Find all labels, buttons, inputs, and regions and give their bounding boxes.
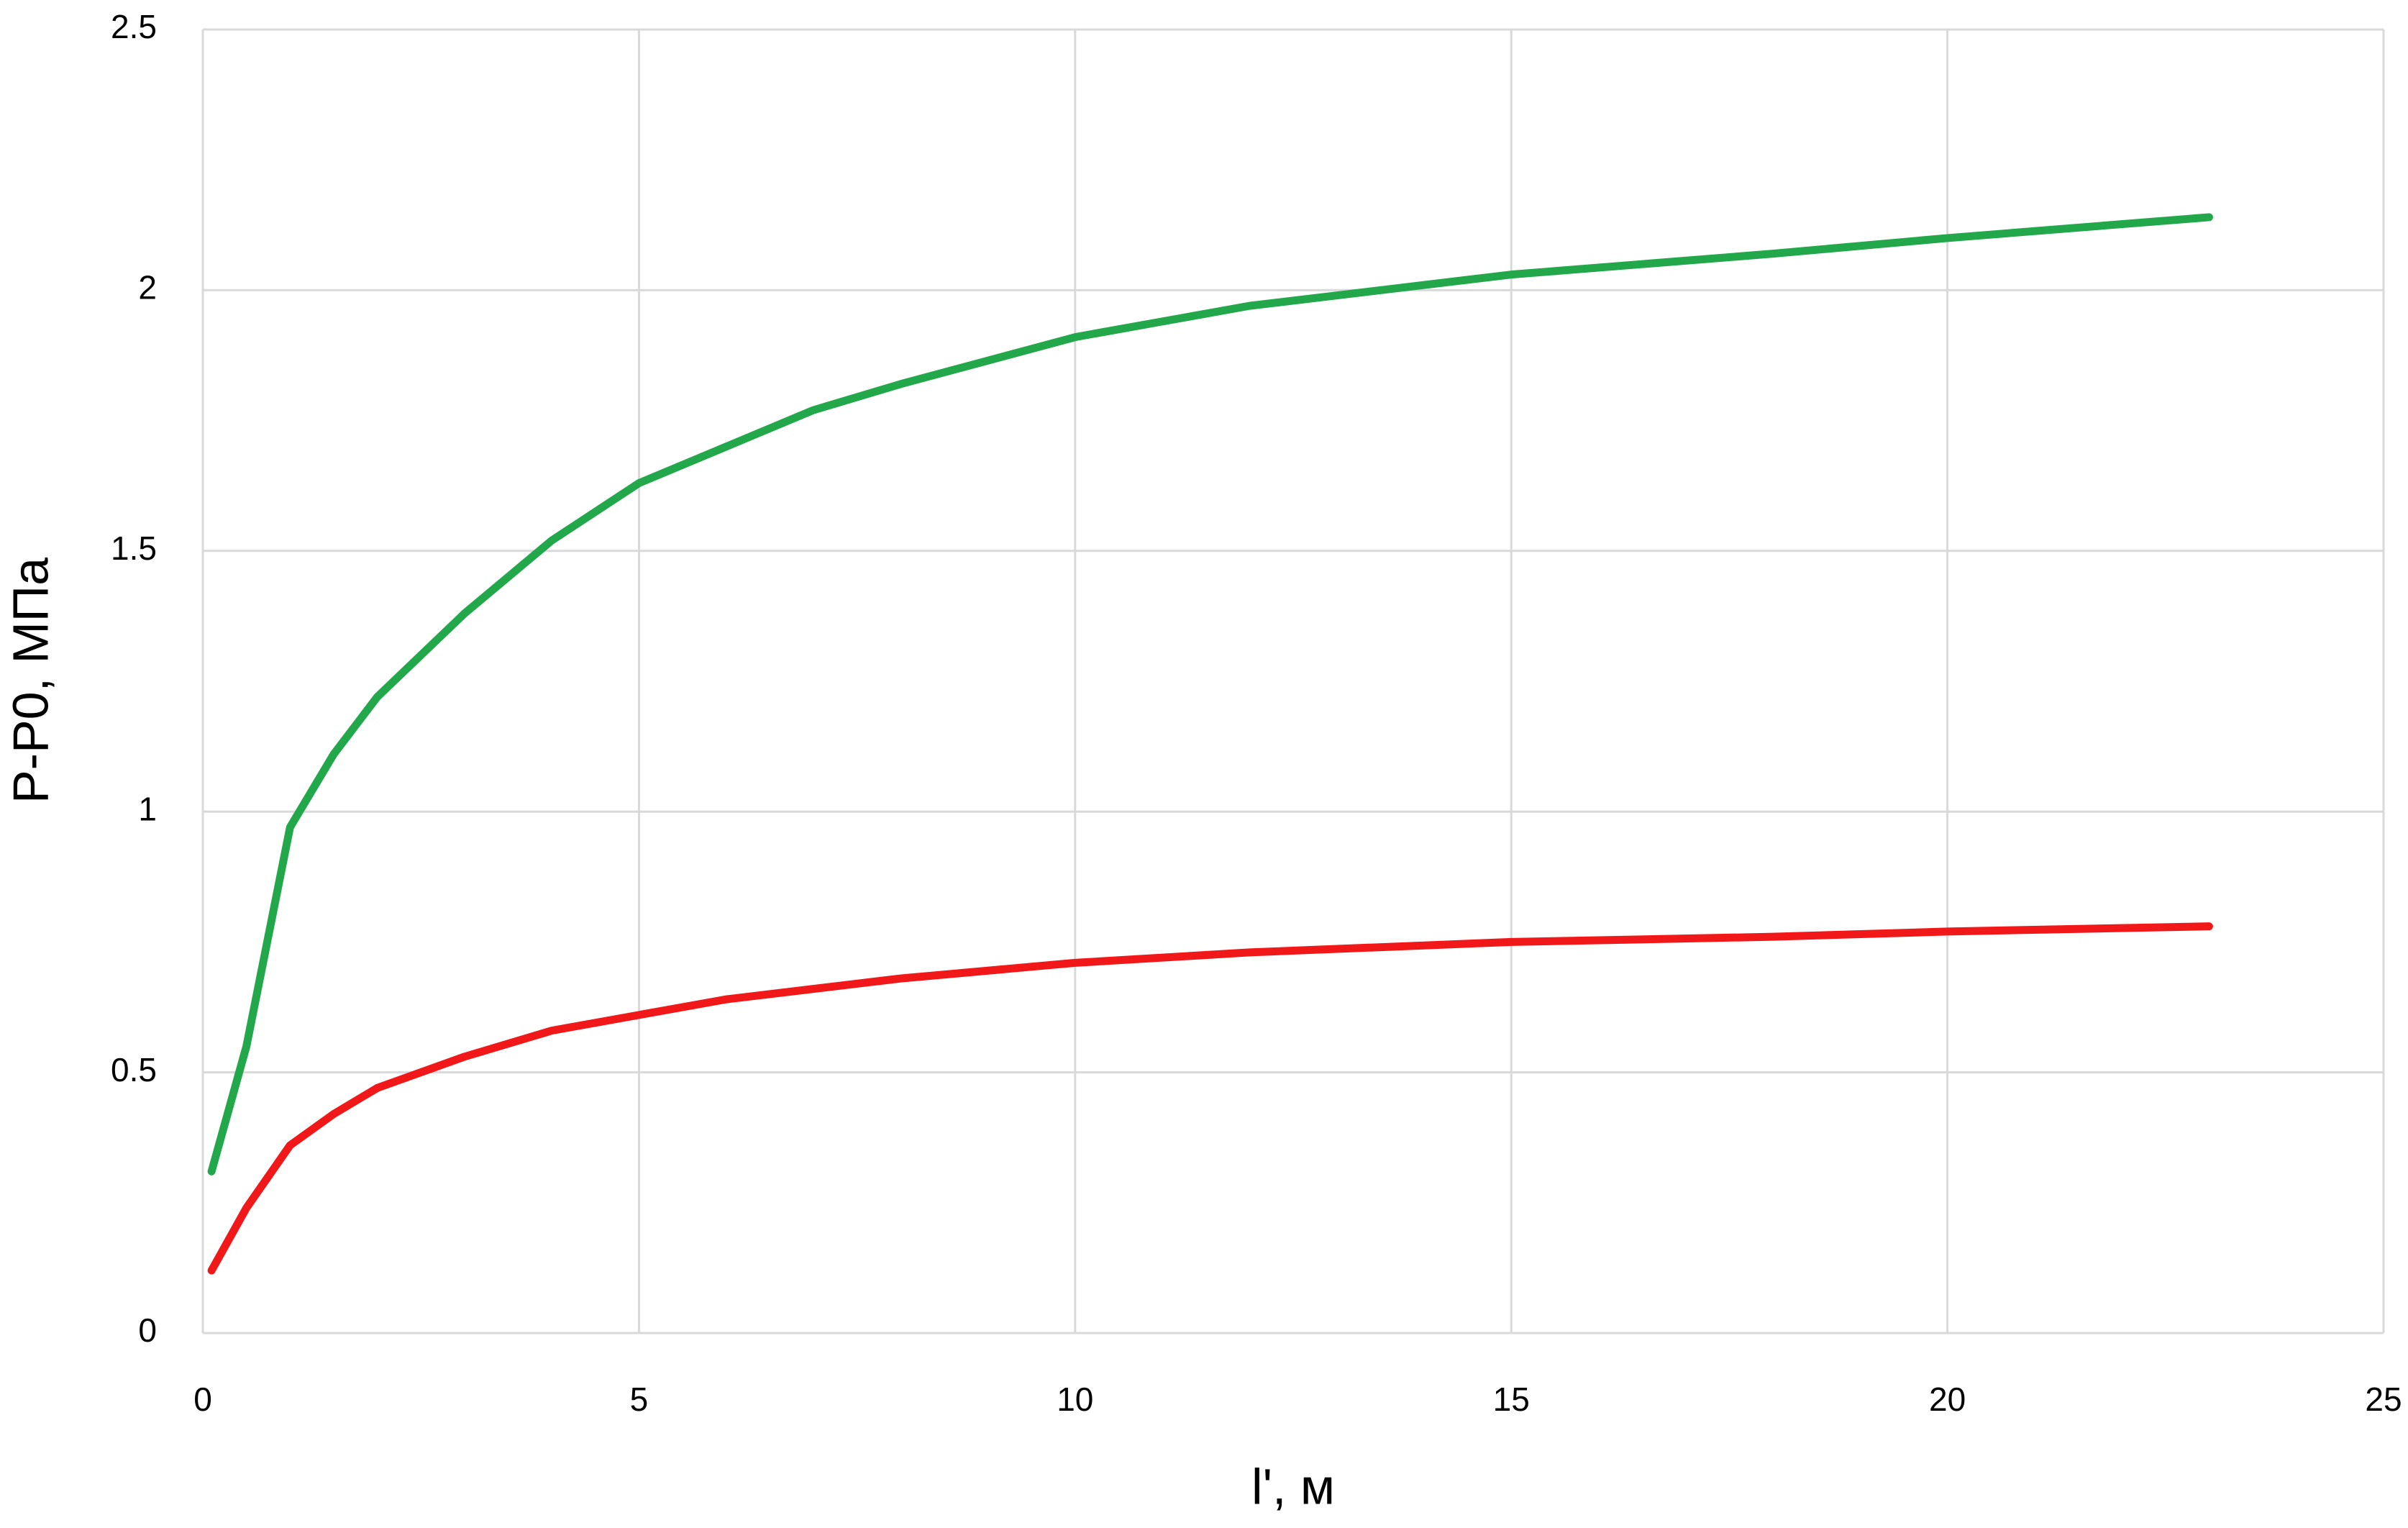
x-tick-label: 20 <box>1929 1381 1966 1418</box>
x-tick-label: 0 <box>193 1381 212 1418</box>
x-tick-label: 25 <box>2365 1381 2402 1418</box>
series-line <box>207 922 2213 1275</box>
x-tick-label: 5 <box>630 1381 649 1418</box>
y-tick-label: 2 <box>138 269 157 306</box>
y-tick-label: 2.5 <box>111 8 157 45</box>
x-tick-label: 15 <box>1493 1381 1530 1418</box>
y-tick-label: 1 <box>138 790 157 827</box>
y-tick-label: 0.5 <box>111 1051 157 1088</box>
y-axis-title: P-P0, МПа <box>2 558 58 804</box>
y-tick-label: 1.5 <box>111 529 157 567</box>
x-axis-title: l', м <box>1251 1458 1335 1514</box>
y-tick-label: 0 <box>138 1311 157 1349</box>
series-line <box>207 213 2213 1175</box>
x-tick-label: 10 <box>1057 1381 1093 1418</box>
